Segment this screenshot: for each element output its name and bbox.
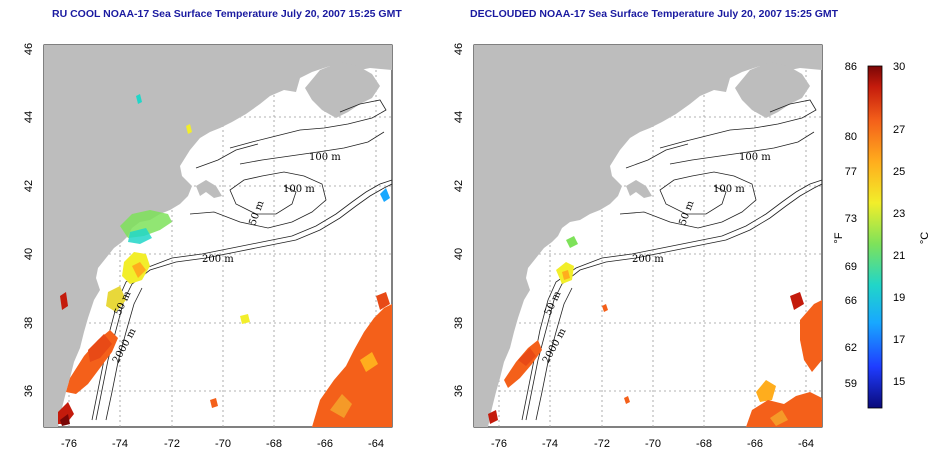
celsius-tick: 19 <box>893 292 905 304</box>
right-x-tick: -66 <box>747 438 763 450</box>
colorbar-celsius-ticks: 30 27 25 23 21 19 17 15 <box>893 61 905 388</box>
left-map-panel: 100 m 100 m 50 m 200 m 50 m 2000 m -76 -… <box>23 43 393 450</box>
right-contour-label-2: 100 m <box>713 184 745 195</box>
celsius-tick: 21 <box>893 250 905 262</box>
left-y-tick: 42 <box>23 180 35 192</box>
left-contour-label-2: 100 m <box>283 184 315 195</box>
right-y-tick: 44 <box>453 111 465 123</box>
left-y-axis: 36 38 40 42 44 46 <box>23 43 35 397</box>
celsius-tick: 15 <box>893 376 905 388</box>
fahrenheit-tick: 69 <box>845 261 857 273</box>
left-island <box>305 62 380 118</box>
fahrenheit-tick: 86 <box>845 61 857 73</box>
right-panel-title: DECLOUDED NOAA-17 Sea Surface Temperatur… <box>470 8 839 20</box>
fahrenheit-unit-label: °F <box>833 232 845 243</box>
left-x-tick: -66 <box>317 438 333 450</box>
right-x-tick: -76 <box>491 438 507 450</box>
left-contour-label-4: 200 m <box>202 254 234 265</box>
right-y-tick: 40 <box>453 248 465 260</box>
celsius-tick: 23 <box>893 208 905 220</box>
fahrenheit-tick: 77 <box>845 166 857 178</box>
right-y-axis: 36 38 40 42 44 46 <box>453 43 465 397</box>
left-x-tick: -68 <box>266 438 282 450</box>
left-x-tick: -74 <box>112 438 128 450</box>
left-y-tick: 46 <box>23 43 35 55</box>
right-y-tick: 46 <box>453 43 465 55</box>
left-x-tick: -72 <box>164 438 180 450</box>
right-x-tick: -64 <box>798 438 814 450</box>
right-map-panel: 100 m 100 m 50 m 200 m 50 m 2000 m -76 -… <box>453 43 823 450</box>
celsius-unit-label: °C <box>919 232 931 244</box>
celsius-tick: 25 <box>893 166 905 178</box>
celsius-tick: 17 <box>893 334 905 346</box>
right-y-tick: 38 <box>453 317 465 329</box>
fahrenheit-tick: 66 <box>845 295 857 307</box>
left-y-tick: 44 <box>23 111 35 123</box>
right-x-axis: -76 -74 -72 -70 -68 -66 -64 <box>491 438 814 450</box>
left-land-cape <box>196 180 222 198</box>
left-y-tick: 40 <box>23 248 35 260</box>
right-y-tick: 42 <box>453 180 465 192</box>
left-x-tick: -76 <box>61 438 77 450</box>
right-x-tick: -74 <box>542 438 558 450</box>
fahrenheit-tick: 59 <box>845 378 857 390</box>
temperature-colorbar: 86 80 77 73 69 66 62 59 30 27 25 23 21 1… <box>833 61 931 409</box>
left-land-mass <box>44 45 392 427</box>
celsius-tick: 30 <box>893 61 905 73</box>
left-x-tick: -64 <box>368 438 384 450</box>
right-bathymetry-contours <box>521 99 823 421</box>
colorbar-gradient <box>867 65 883 409</box>
left-y-tick: 36 <box>23 385 35 397</box>
right-y-tick: 36 <box>453 385 465 397</box>
right-contour-label-4: 200 m <box>632 254 664 265</box>
right-contour-label-1: 100 m <box>739 152 771 163</box>
right-land-cape <box>626 180 652 198</box>
right-x-tick: -70 <box>645 438 661 450</box>
left-y-tick: 38 <box>23 317 35 329</box>
left-panel-title: RU COOL NOAA-17 Sea Surface Temperature … <box>52 8 402 20</box>
fahrenheit-tick: 62 <box>845 342 857 354</box>
fahrenheit-tick: 73 <box>845 213 857 225</box>
celsius-tick: 27 <box>893 124 905 136</box>
right-island <box>735 62 810 118</box>
left-x-tick: -70 <box>215 438 231 450</box>
left-contour-label-1: 100 m <box>309 152 341 163</box>
right-land-mass <box>474 45 822 427</box>
left-x-axis: -76 -74 -72 -70 -68 -66 -64 <box>61 438 384 450</box>
left-sst-patches <box>58 94 392 427</box>
right-x-tick: -72 <box>594 438 610 450</box>
right-x-tick: -68 <box>696 438 712 450</box>
colorbar-fahrenheit-ticks: 86 80 77 73 69 66 62 59 <box>845 61 857 390</box>
right-sst-patches <box>488 236 822 427</box>
fahrenheit-tick: 80 <box>845 131 857 143</box>
